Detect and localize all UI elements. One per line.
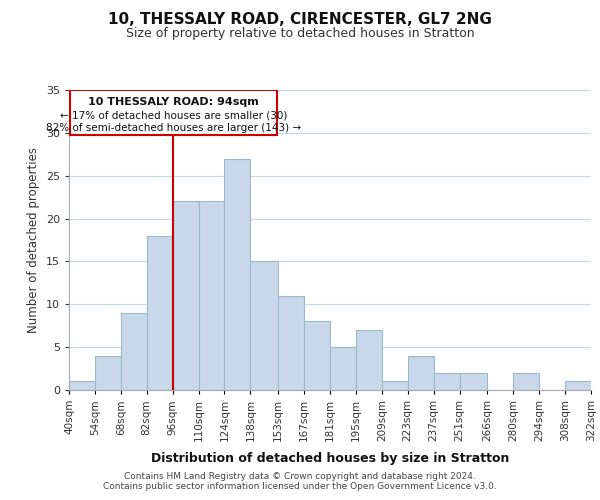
Bar	[147, 236, 173, 390]
Bar	[382, 382, 408, 390]
X-axis label: Distribution of detached houses by size in Stratton: Distribution of detached houses by size …	[151, 452, 509, 466]
Bar	[69, 382, 95, 390]
Bar	[565, 382, 591, 390]
Bar	[224, 158, 250, 390]
Text: Contains public sector information licensed under the Open Government Licence v3: Contains public sector information licen…	[103, 482, 497, 491]
FancyBboxPatch shape	[70, 90, 277, 134]
Bar	[408, 356, 434, 390]
Y-axis label: Number of detached properties: Number of detached properties	[27, 147, 40, 333]
Text: 10 THESSALY ROAD: 94sqm: 10 THESSALY ROAD: 94sqm	[88, 97, 259, 107]
Text: Contains HM Land Registry data © Crown copyright and database right 2024.: Contains HM Land Registry data © Crown c…	[124, 472, 476, 481]
Bar	[199, 202, 224, 390]
Text: 82% of semi-detached houses are larger (143) →: 82% of semi-detached houses are larger (…	[46, 124, 301, 134]
Text: ← 17% of detached houses are smaller (30): ← 17% of detached houses are smaller (30…	[60, 110, 287, 120]
Bar	[330, 347, 356, 390]
Text: Size of property relative to detached houses in Stratton: Size of property relative to detached ho…	[125, 28, 475, 40]
Bar	[173, 202, 199, 390]
Text: 10, THESSALY ROAD, CIRENCESTER, GL7 2NG: 10, THESSALY ROAD, CIRENCESTER, GL7 2NG	[108, 12, 492, 28]
Bar	[434, 373, 460, 390]
Bar	[95, 356, 121, 390]
Bar	[460, 373, 487, 390]
Bar	[278, 296, 304, 390]
Bar	[304, 322, 330, 390]
Bar	[513, 373, 539, 390]
Bar	[121, 313, 147, 390]
Bar	[356, 330, 382, 390]
Bar	[250, 262, 278, 390]
